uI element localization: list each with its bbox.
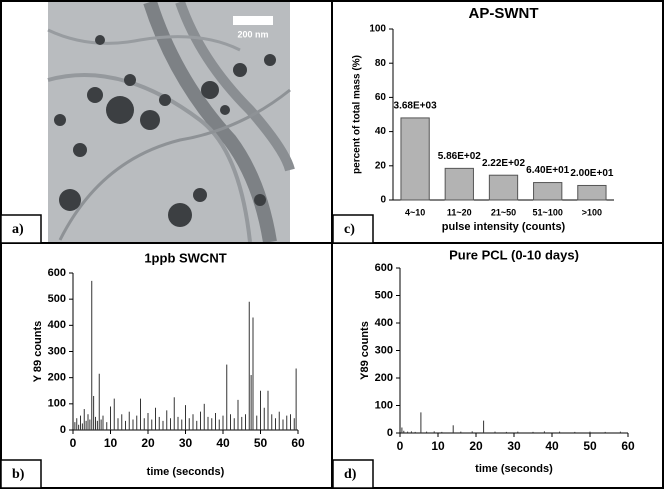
y-tick-label: 600	[48, 267, 66, 279]
panel-label: d)	[344, 467, 357, 482]
chart-title: Pure PCL (0-10 days)	[449, 247, 579, 262]
x-tick-label: >100	[582, 207, 602, 217]
x-tick-label: 60	[621, 439, 635, 453]
y-tick-label: 100	[375, 399, 393, 411]
panel-label-box	[0, 459, 42, 489]
tube	[47, 73, 252, 243]
scale-bar-label: 200 nm	[237, 29, 268, 39]
y-axis-label: Y89 counts	[359, 321, 371, 380]
bar-annotation: 2.22E+02	[482, 158, 526, 169]
x-tick-label: 0	[397, 439, 404, 453]
x-tick-label: 10	[104, 436, 118, 450]
bar-annotation: 5.86E+02	[438, 151, 482, 162]
particles	[54, 35, 276, 227]
y-tick-label: 20	[375, 160, 387, 171]
bar	[444, 167, 474, 201]
y-tick-label: 500	[48, 293, 66, 305]
chart-title: AP-SWNT	[469, 5, 539, 22]
panel-label-box	[0, 214, 42, 244]
y-tick-label: 300	[375, 344, 393, 356]
x-axis-label: pulse intensity (counts)	[442, 221, 566, 233]
x-tick-label: 21~50	[491, 207, 516, 217]
x-tick-label: 40	[216, 436, 230, 450]
x-tick-label: 51~100	[533, 207, 563, 217]
y-axis-label: Y 89 counts	[32, 321, 44, 383]
bar	[400, 117, 430, 201]
y-tick-label: 600	[375, 262, 393, 274]
x-tick-label: 10	[431, 439, 445, 453]
x-tick-label: 20	[141, 436, 155, 450]
y-tick-label: 300	[48, 345, 66, 357]
scale-bar	[233, 16, 273, 25]
y-tick-label: 80	[375, 58, 387, 69]
y-tick-label: 200	[375, 372, 393, 384]
panel-label-box	[332, 459, 374, 489]
x-axis-label: time (seconds)	[475, 463, 553, 475]
bar	[488, 174, 519, 201]
y-tick-label: 0	[387, 427, 393, 439]
y-tick-label: 100	[369, 24, 386, 35]
x-tick-label: 4~10	[405, 207, 425, 217]
x-tick-label: 30	[507, 439, 521, 453]
y-tick-label: 400	[48, 319, 66, 331]
y-tick-label: 100	[48, 398, 66, 410]
chart-title: 1ppb SWCNT	[144, 250, 226, 265]
panel-label: b)	[12, 467, 25, 482]
x-axis-label: time (seconds)	[147, 466, 225, 478]
panel-label-box	[332, 214, 374, 244]
x-tick-label: 50	[254, 436, 268, 450]
y-tick-label: 400	[375, 317, 393, 329]
y-tick-label: 0	[380, 195, 386, 206]
y-tick-label: 0	[60, 424, 66, 436]
y-tick-label: 40	[375, 126, 387, 137]
bar-annotation: 3.68E+03	[394, 101, 438, 112]
bar	[533, 182, 563, 201]
tube	[47, 28, 241, 52]
panel-label: a)	[12, 222, 24, 237]
tube	[58, 88, 291, 241]
bar-annotation: 2.00E+01	[570, 168, 614, 179]
bar-annotation: 6.40E+01	[526, 165, 570, 176]
y-tick-label: 500	[375, 289, 393, 301]
x-tick-label: 11~20	[447, 207, 472, 217]
x-tick-label: 50	[583, 439, 597, 453]
panel-label: c)	[344, 222, 355, 237]
bar	[577, 184, 607, 201]
x-tick-label: 0	[70, 436, 77, 450]
y-tick-label: 60	[375, 92, 387, 103]
x-tick-label: 20	[469, 439, 483, 453]
y-tick-label: 200	[48, 372, 66, 384]
x-tick-label: 30	[179, 436, 193, 450]
x-tick-label: 40	[545, 439, 559, 453]
tem-image: 200 nm	[47, 0, 295, 244]
y-axis-label: percent of total mass (%)	[352, 55, 363, 174]
x-tick-label: 60	[291, 436, 305, 450]
tube	[175, 0, 295, 172]
